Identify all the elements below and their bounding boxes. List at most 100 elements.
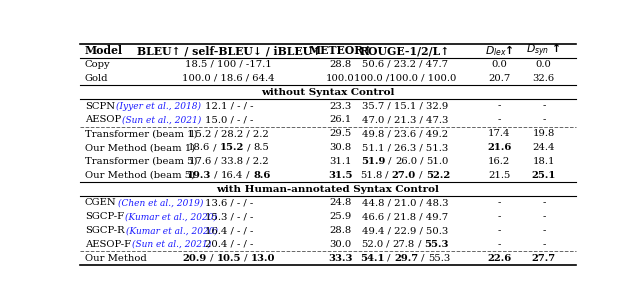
Text: 44.8 / 21.0 / 48.3: 44.8 / 21.0 / 48.3: [362, 198, 448, 207]
Text: (Sun et al., 2021): (Sun et al., 2021): [132, 240, 211, 249]
Text: SGCP-F: SGCP-F: [85, 212, 124, 221]
Text: -: -: [497, 226, 501, 235]
Text: -: -: [542, 212, 545, 221]
Text: 26.1: 26.1: [329, 115, 351, 124]
Text: -: -: [497, 102, 501, 110]
Text: -: -: [497, 115, 501, 124]
Text: 0.0: 0.0: [536, 60, 552, 69]
Text: 0.0: 0.0: [491, 60, 507, 69]
Text: (Iyyer et al., 2018): (Iyyer et al., 2018): [116, 102, 201, 110]
Text: 29.5: 29.5: [329, 129, 351, 138]
Text: /: /: [418, 254, 428, 263]
Text: 23.3: 23.3: [329, 102, 351, 110]
Text: /: /: [207, 254, 216, 263]
Text: 17.4: 17.4: [488, 129, 510, 138]
Text: 100.0: 100.0: [326, 74, 355, 83]
Text: 46.6 / 21.8 / 49.7: 46.6 / 21.8 / 49.7: [362, 212, 448, 221]
Text: -: -: [542, 198, 545, 207]
Text: 20.4 / - / -: 20.4 / - / -: [205, 240, 253, 249]
Text: ROUGE-1/2/L↑: ROUGE-1/2/L↑: [360, 45, 450, 56]
Text: (Kumar et al., 2020): (Kumar et al., 2020): [125, 226, 218, 235]
Text: BLEU↑ / self-BLEU↓ / iBLEU↑: BLEU↑ / self-BLEU↓ / iBLEU↑: [137, 45, 321, 56]
Text: 12.1 / - / -: 12.1 / - / -: [205, 102, 253, 110]
Text: Our Method: Our Method: [85, 254, 147, 263]
Text: CGEN: CGEN: [85, 198, 116, 207]
Text: with Human-annotated Syntax Control: with Human-annotated Syntax Control: [216, 185, 440, 194]
Text: 21.5: 21.5: [488, 171, 510, 180]
Text: -: -: [542, 226, 545, 235]
Text: /: /: [383, 240, 392, 249]
Text: 24.8: 24.8: [329, 198, 351, 207]
Text: 16.2: 16.2: [488, 157, 510, 166]
Text: 100.0 /100.0 / 100.0: 100.0 /100.0 / 100.0: [354, 74, 456, 83]
Text: Gold: Gold: [85, 74, 108, 83]
Text: 24.4: 24.4: [532, 143, 555, 152]
Text: 30.8: 30.8: [329, 143, 351, 152]
Text: /: /: [241, 254, 250, 263]
Text: 31.1: 31.1: [329, 157, 351, 166]
Text: 25.1: 25.1: [532, 171, 556, 180]
Text: /: /: [243, 171, 253, 180]
Text: 50.6 / 23.2 / 47.7: 50.6 / 23.2 / 47.7: [362, 60, 448, 69]
Text: 54.1: 54.1: [360, 254, 384, 263]
Text: SGCP-R: SGCP-R: [85, 226, 125, 235]
Text: /: /: [416, 171, 426, 180]
Text: /: /: [210, 143, 220, 152]
Text: 33.3: 33.3: [328, 254, 353, 263]
Text: 19.8: 19.8: [532, 129, 555, 138]
Text: (Chen et al., 2019): (Chen et al., 2019): [118, 198, 203, 207]
Text: 25.9: 25.9: [329, 212, 351, 221]
Text: 30.0: 30.0: [329, 240, 351, 249]
Text: Our Method (beam 5): Our Method (beam 5): [85, 171, 195, 180]
Text: SCPN: SCPN: [85, 102, 115, 110]
Text: Model: Model: [85, 45, 123, 56]
Text: 18.6: 18.6: [188, 143, 210, 152]
Text: -: -: [542, 240, 545, 249]
Text: 51.9: 51.9: [361, 157, 385, 166]
Text: -: -: [497, 198, 501, 207]
Text: /: /: [417, 157, 427, 166]
Text: Transformer (beam 5): Transformer (beam 5): [85, 157, 198, 166]
Text: 27.8: 27.8: [392, 240, 415, 249]
Text: AESOP-F: AESOP-F: [85, 240, 131, 249]
Text: 28.8: 28.8: [329, 226, 351, 235]
Text: /: /: [211, 171, 221, 180]
Text: -: -: [497, 240, 501, 249]
Text: 17.6 / 33.8 / 2.2: 17.6 / 33.8 / 2.2: [189, 157, 269, 166]
Text: /: /: [382, 171, 392, 180]
Text: 21.6: 21.6: [487, 143, 511, 152]
Text: 15.2: 15.2: [220, 143, 244, 152]
Text: 26.0: 26.0: [395, 157, 417, 166]
Text: 15.2 / 28.2 / 2.2: 15.2 / 28.2 / 2.2: [189, 129, 269, 138]
Text: 55.3: 55.3: [428, 254, 450, 263]
Text: 8.5: 8.5: [254, 143, 269, 152]
Text: 31.5: 31.5: [328, 171, 353, 180]
Text: 27.7: 27.7: [532, 254, 556, 263]
Text: without Syntax Control: without Syntax Control: [261, 88, 395, 97]
Text: 51.1 / 26.3 / 51.3: 51.1 / 26.3 / 51.3: [362, 143, 448, 152]
Text: -: -: [497, 212, 501, 221]
Text: 32.6: 32.6: [532, 74, 555, 83]
Text: /: /: [384, 254, 394, 263]
Text: Transformer (beam 1): Transformer (beam 1): [85, 129, 198, 138]
Text: 52.0: 52.0: [361, 240, 383, 249]
Text: METEOR↑: METEOR↑: [308, 45, 372, 56]
Text: 18.5 / 100 / -17.1: 18.5 / 100 / -17.1: [186, 60, 272, 69]
Text: 16.4: 16.4: [221, 171, 243, 180]
Text: $\mathit{D}_{syn}$ ↑: $\mathit{D}_{syn}$ ↑: [526, 42, 561, 59]
Text: 20.9: 20.9: [182, 254, 207, 263]
Text: 10.5: 10.5: [216, 254, 241, 263]
Text: 15.0 / - / -: 15.0 / - / -: [205, 115, 253, 124]
Text: 29.7: 29.7: [394, 254, 418, 263]
Text: 52.2: 52.2: [426, 171, 450, 180]
Text: 55.3: 55.3: [424, 240, 449, 249]
Text: 13.0: 13.0: [250, 254, 275, 263]
Text: $\mathit{D}_{lex}$↑: $\mathit{D}_{lex}$↑: [484, 43, 513, 58]
Text: /: /: [244, 143, 254, 152]
Text: AESOP: AESOP: [85, 115, 121, 124]
Text: 35.7 / 15.1 / 32.9: 35.7 / 15.1 / 32.9: [362, 102, 448, 110]
Text: Copy: Copy: [85, 60, 111, 69]
Text: 49.8 / 23.6 / 49.2: 49.8 / 23.6 / 49.2: [362, 129, 448, 138]
Text: 27.0: 27.0: [392, 171, 416, 180]
Text: -: -: [542, 102, 545, 110]
